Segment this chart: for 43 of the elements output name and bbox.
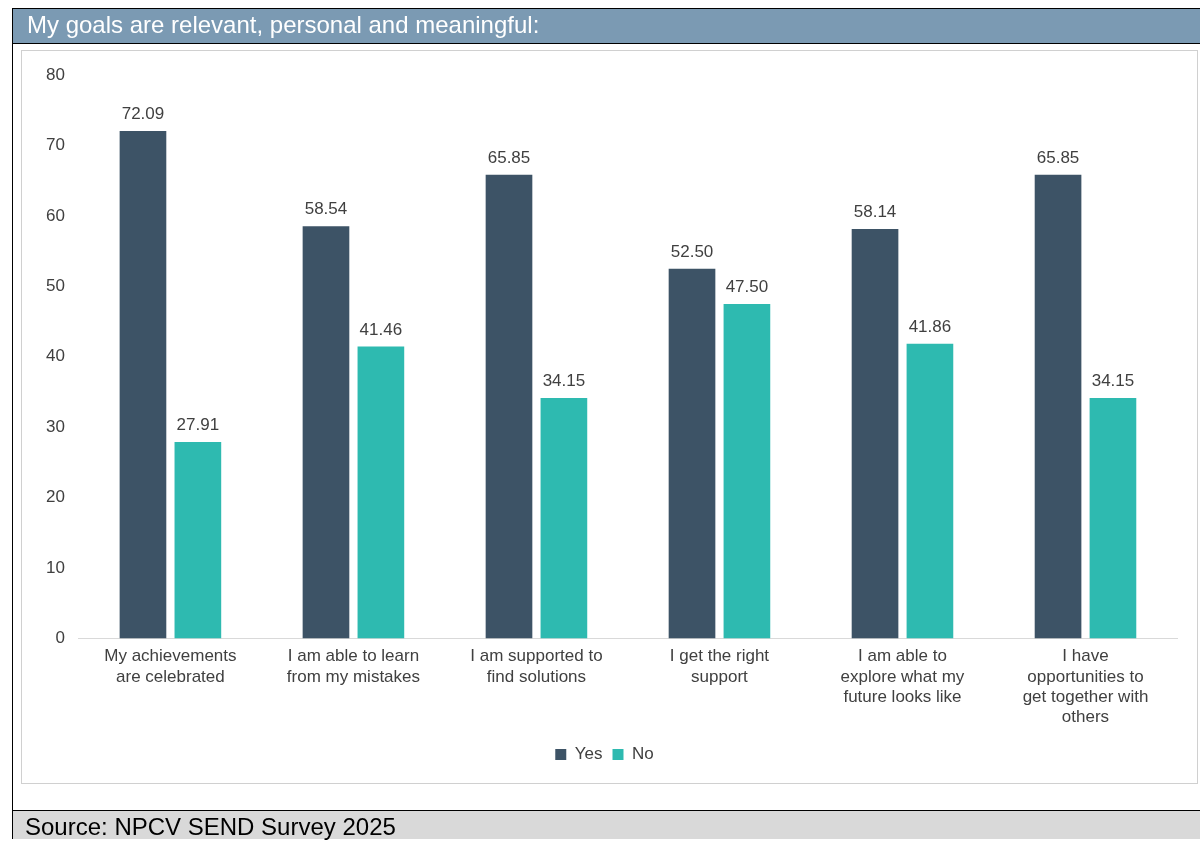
data-label: 52.50	[670, 241, 714, 261]
data-label: 34.15	[1091, 371, 1135, 391]
x-tick-label: I am able to learn from my mistakes	[286, 646, 421, 686]
data-label: 58.14	[853, 202, 897, 222]
data-label: 41.46	[359, 319, 403, 339]
data-label: 27.91	[176, 415, 220, 435]
data-label: 47.50	[725, 277, 769, 297]
bar	[485, 174, 533, 639]
bar	[668, 268, 716, 639]
bar	[1034, 174, 1082, 639]
x-tick-label: I am able to explore what my future looks like	[840, 646, 965, 707]
y-tick-label: 30	[45, 416, 65, 436]
x-tick-label: I have opportunities to get together with others	[1022, 646, 1149, 727]
x-tick-label: I am supported to find solutions	[470, 646, 603, 686]
bar	[540, 397, 588, 639]
bar	[357, 346, 405, 639]
source-note: Source: NPCV SEND Survey 2025	[13, 810, 1200, 840]
bar	[174, 441, 222, 639]
bar	[723, 304, 771, 639]
y-tick-label: 60	[45, 205, 65, 225]
data-label: 65.85	[487, 148, 531, 167]
chart-title: My goals are relevant, personal and meaningful:	[13, 9, 1200, 44]
data-label: 72.09	[121, 104, 165, 124]
x-tick-label: I get the right support	[669, 646, 770, 686]
data-label: 65.85	[1036, 148, 1080, 167]
y-tick-label: 70	[45, 135, 65, 155]
bar	[119, 130, 167, 639]
y-tick-label: 80	[45, 64, 65, 84]
bar	[302, 226, 350, 639]
data-label: 41.86	[908, 316, 952, 336]
bar	[851, 229, 899, 639]
y-tick-label: 0	[55, 628, 65, 648]
bar	[906, 343, 954, 639]
legend-label: No	[632, 744, 654, 764]
legend-label: Yes	[574, 744, 603, 764]
y-tick-label: 50	[45, 276, 65, 296]
y-tick-label: 20	[45, 487, 65, 507]
data-label: 58.54	[304, 199, 348, 219]
x-tick-label: My achievements are celebrated	[104, 646, 237, 686]
data-label: 34.15	[542, 371, 586, 391]
y-tick-label: 40	[45, 346, 65, 366]
y-tick-label: 10	[45, 557, 65, 577]
bar	[1089, 397, 1137, 639]
